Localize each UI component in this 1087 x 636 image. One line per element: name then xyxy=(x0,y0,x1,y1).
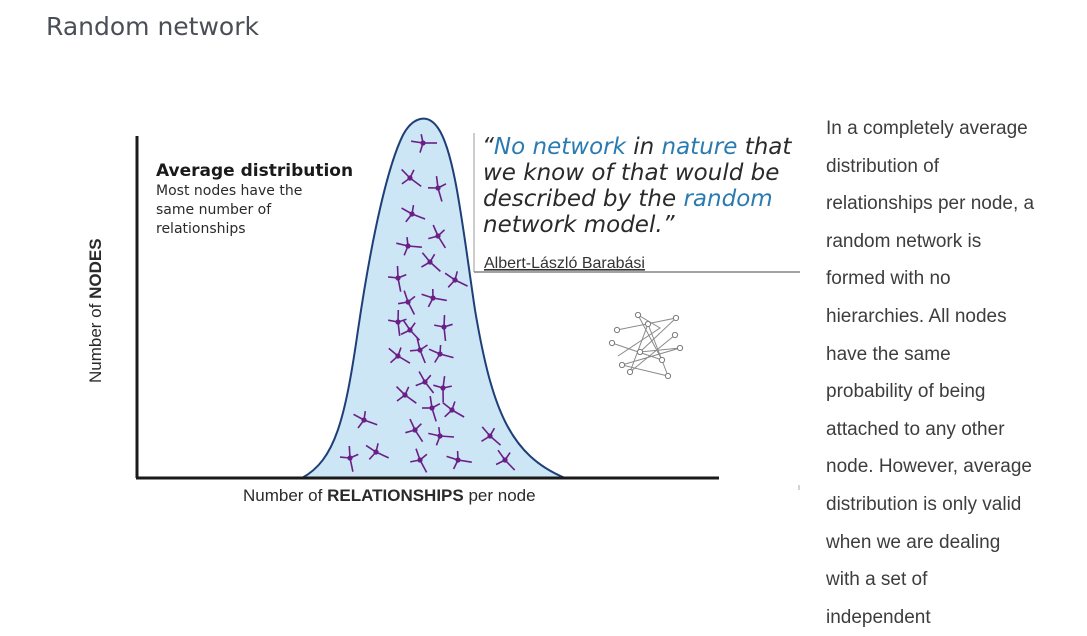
side-text-line: with a set of xyxy=(826,561,1076,599)
y-axis-label: Number of NODES xyxy=(86,238,105,383)
side-text-line: have the same xyxy=(826,336,1076,374)
side-text-line: distribution is only valid xyxy=(826,486,1076,524)
side-text-line: when we are dealing xyxy=(826,524,1076,562)
side-text-line: probability of being xyxy=(826,373,1076,411)
side-text-line: random network is xyxy=(826,223,1076,261)
side-text-line: node. However, average xyxy=(826,448,1076,486)
side-text-line: In a completely average xyxy=(826,110,1076,148)
side-text-line: relationships per node, a xyxy=(826,185,1076,223)
side-text-line: distribution of xyxy=(826,148,1076,186)
side-text-line: attached to any other xyxy=(826,411,1076,449)
side-text-line: independent xyxy=(826,599,1076,636)
network-graph-icon xyxy=(609,312,682,378)
quote-block: “No network in nature that we know of th… xyxy=(482,134,792,238)
quote-line-2: we know of that would be xyxy=(483,160,779,186)
side-text-line: hierarchies. All nodes xyxy=(826,298,1076,336)
side-text-line: formed with no xyxy=(826,260,1076,298)
quote-line-1: “No network in nature that xyxy=(482,134,792,160)
average-distribution-line-1: Most nodes have the xyxy=(156,183,302,199)
quote-line-4: network model.” xyxy=(483,212,676,238)
average-distribution-line-2: same number of xyxy=(156,202,272,218)
average-distribution-line-3: relationships xyxy=(156,221,246,237)
x-axis-label: Number of RELATIONSHIPS per node xyxy=(243,486,536,505)
quote-author: Albert-László Barabási xyxy=(484,255,645,272)
quote-line-3: described by the random xyxy=(483,186,773,212)
average-distribution-title: Average distribution xyxy=(156,161,353,181)
